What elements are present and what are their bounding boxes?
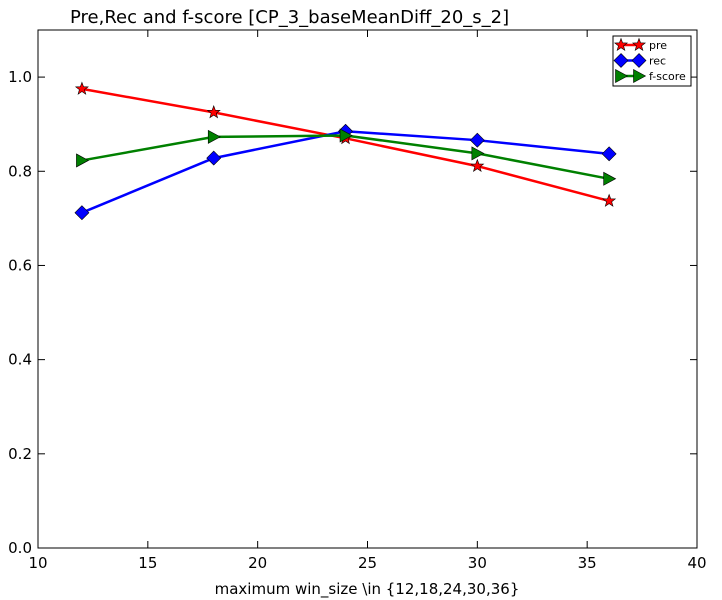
data-point bbox=[471, 146, 485, 161]
series-line bbox=[81, 130, 610, 214]
series-layer bbox=[74, 81, 617, 221]
y-tick-label: 0.8 bbox=[8, 162, 32, 180]
series-pre bbox=[74, 81, 617, 207]
data-point bbox=[206, 105, 221, 119]
legend-marker bbox=[631, 53, 647, 68]
x-tick-label: 35 bbox=[578, 554, 597, 572]
plot-area-frame bbox=[37, 29, 698, 549]
legend-marker bbox=[615, 68, 629, 84]
data-point bbox=[207, 129, 221, 144]
legend: pre rec f-score bbox=[612, 35, 692, 87]
data-point bbox=[206, 150, 222, 166]
series-f-score bbox=[76, 128, 617, 186]
y-tick-label: 1.0 bbox=[8, 68, 32, 86]
data-point bbox=[76, 153, 90, 168]
y-tick-label: 0.6 bbox=[8, 256, 32, 274]
x-tick-label: 15 bbox=[138, 554, 157, 572]
legend-label: pre bbox=[649, 39, 667, 52]
x-tick-label: 20 bbox=[248, 554, 267, 572]
legend-marker bbox=[613, 53, 629, 68]
y-tick-label: 0.0 bbox=[8, 539, 32, 557]
y-tick-label: 0.2 bbox=[8, 445, 32, 463]
legend-entry-pre: pre bbox=[613, 37, 667, 52]
legend-marker bbox=[613, 37, 629, 51]
legend-entry-f-score: f-score bbox=[615, 68, 686, 84]
data-point bbox=[74, 205, 90, 221]
x-axis-label: maximum win_size \in {12,18,24,30,36} bbox=[215, 580, 520, 599]
series-line bbox=[81, 134, 610, 181]
data-point bbox=[601, 146, 617, 162]
data-point bbox=[339, 128, 353, 143]
x-tick-label: 10 bbox=[28, 554, 47, 572]
legend-marker bbox=[631, 37, 647, 51]
chart-title: Pre,Rec and f-score [CP_3_baseMeanDiff_2… bbox=[70, 7, 509, 28]
legend-label: rec bbox=[649, 55, 666, 68]
legend-label: f-score bbox=[649, 70, 686, 83]
y-tick-label: 0.4 bbox=[8, 351, 32, 369]
data-point bbox=[603, 171, 617, 186]
x-tick-label: 25 bbox=[358, 554, 377, 572]
x-tick-label: 40 bbox=[687, 554, 706, 572]
data-point bbox=[602, 193, 617, 207]
legend-entry-rec: rec bbox=[613, 53, 666, 68]
data-point bbox=[469, 132, 485, 148]
data-point bbox=[74, 81, 89, 95]
axis-ticks: 10 15 20 25 30 35 40 0.0 0.2 0.4 0.6 0.8 1.0 bbox=[8, 30, 707, 572]
data-point bbox=[470, 158, 485, 173]
legend-marker bbox=[633, 68, 647, 84]
x-tick-label: 30 bbox=[468, 554, 487, 572]
